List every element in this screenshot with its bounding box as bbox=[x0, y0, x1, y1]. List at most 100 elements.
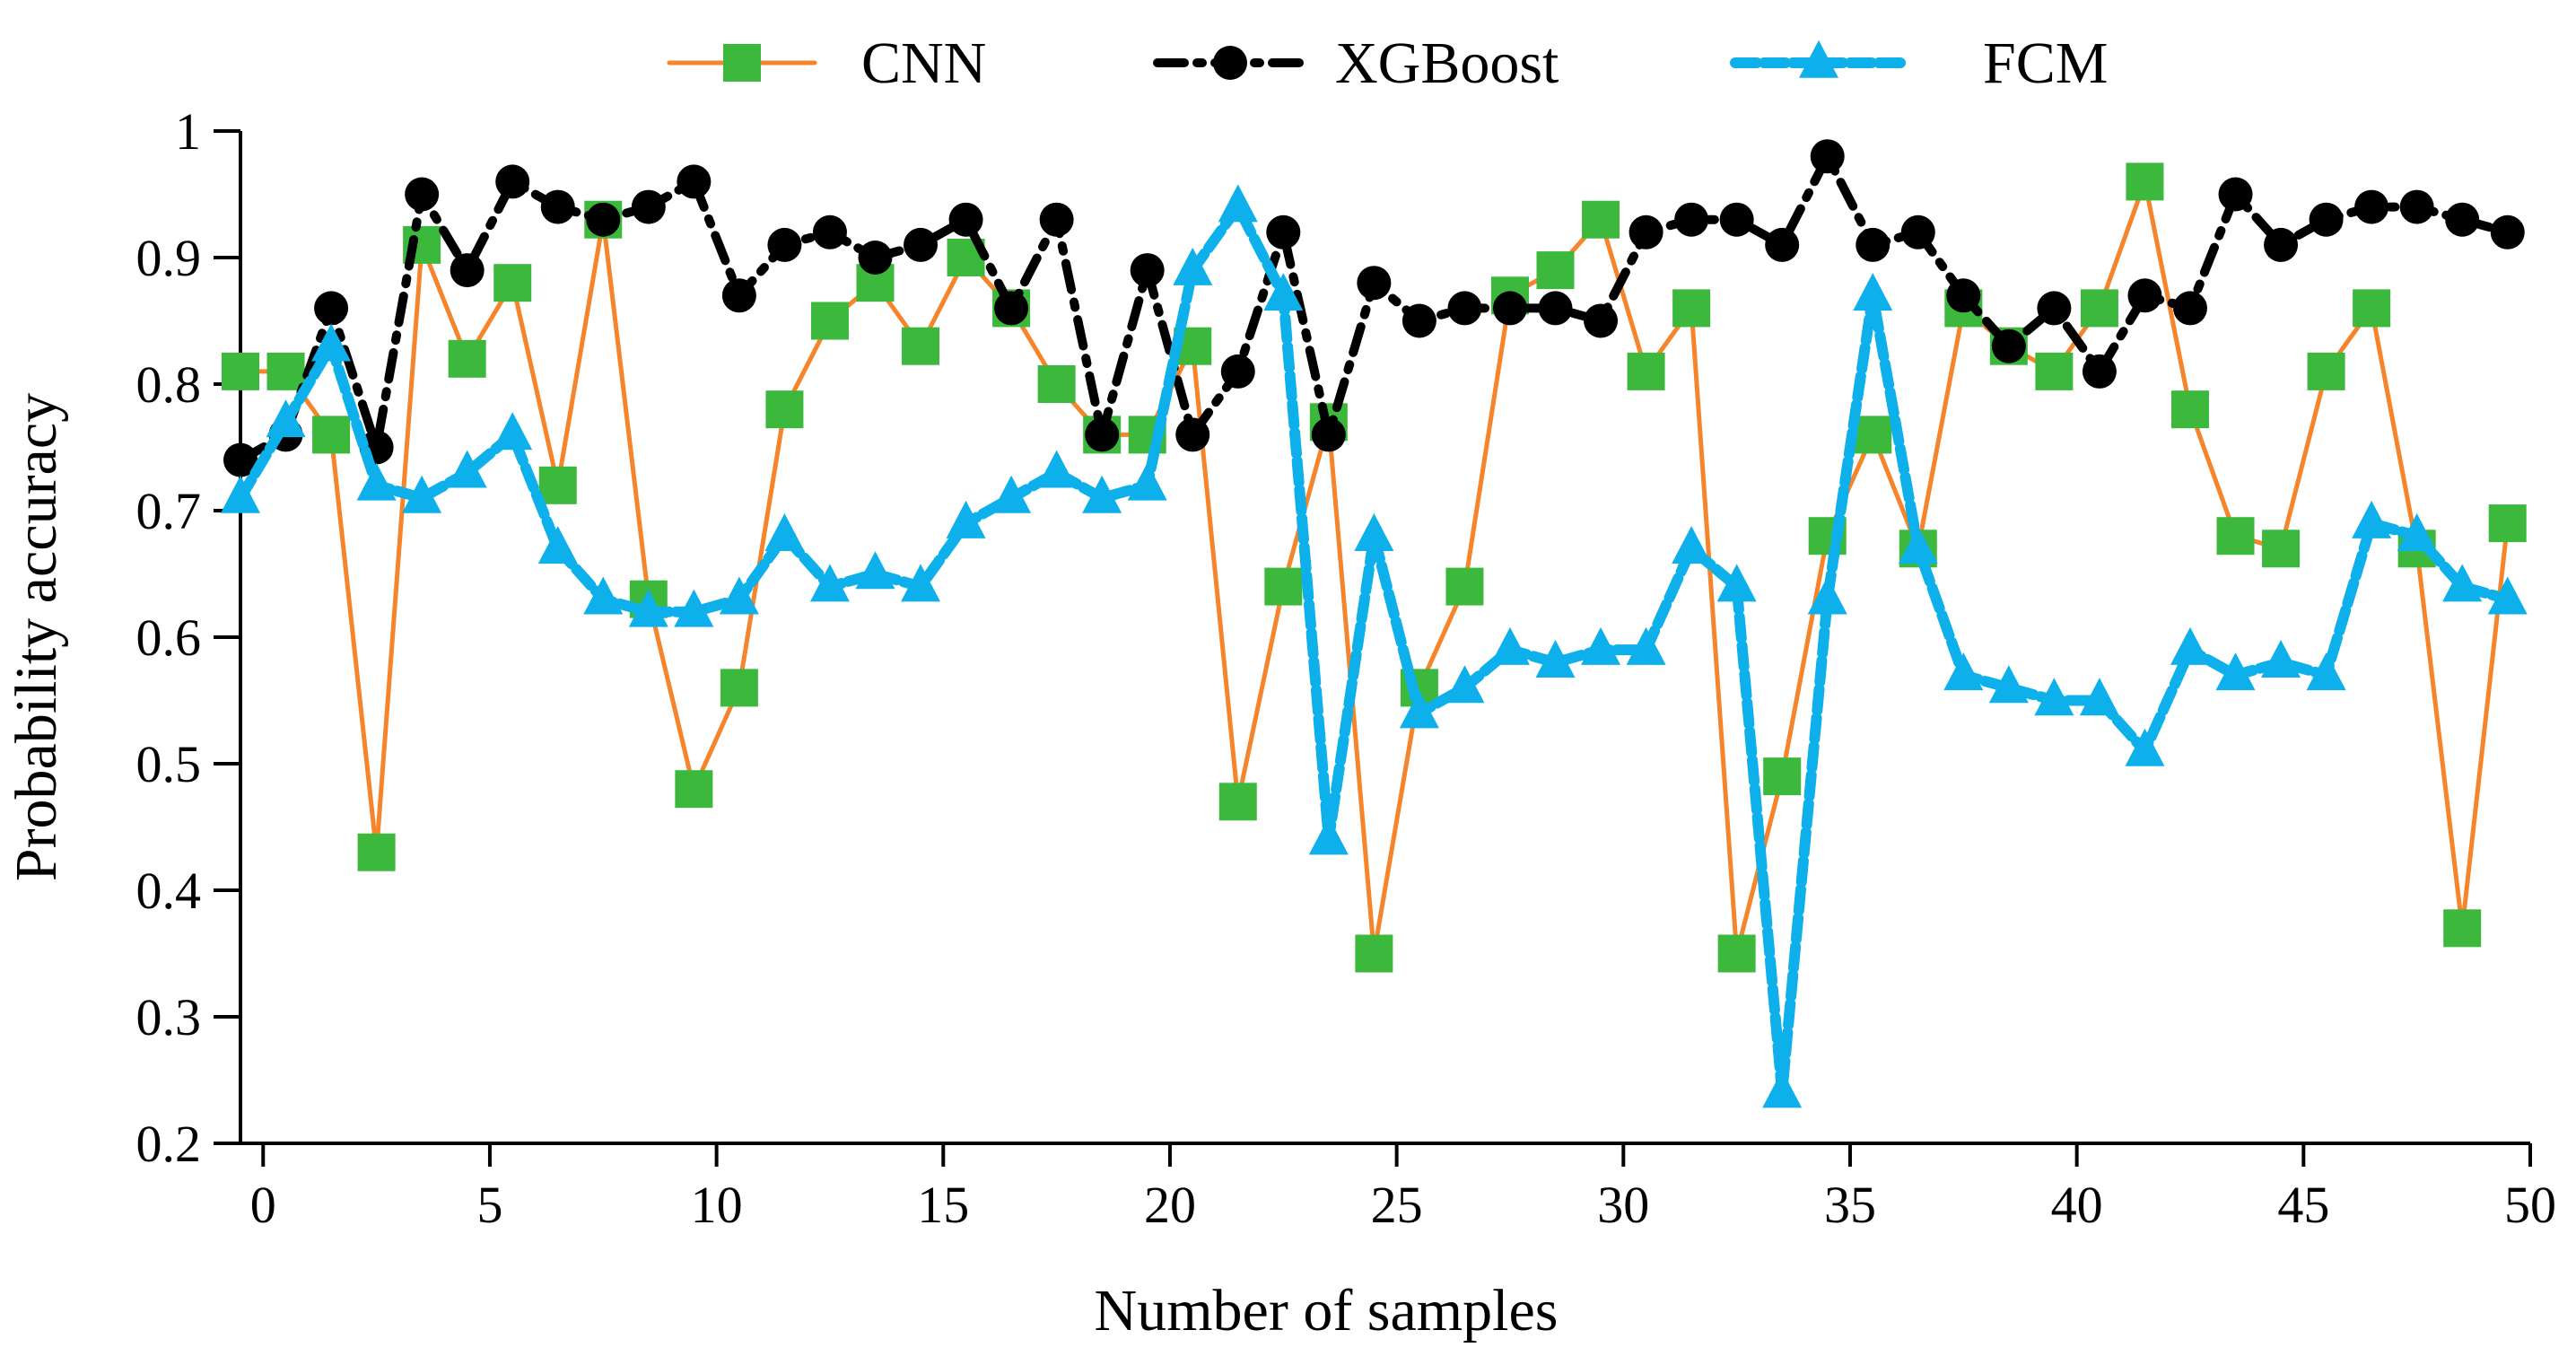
x-tick-label: 15 bbox=[917, 1176, 969, 1234]
data-point-xgboost bbox=[2172, 291, 2207, 326]
y-tick-label: 0.3 bbox=[136, 988, 202, 1046]
data-point-cnn bbox=[222, 352, 259, 390]
data-point-fcm bbox=[674, 589, 714, 627]
y-tick-label: 0.6 bbox=[136, 608, 202, 667]
data-point-xgboost bbox=[1538, 291, 1573, 326]
data-point-xgboost bbox=[1629, 214, 1663, 249]
data-point-fcm bbox=[1988, 665, 2029, 704]
data-point-fcm bbox=[2487, 576, 2528, 615]
data-point-xgboost bbox=[1719, 202, 1754, 237]
data-point-fcm bbox=[2352, 500, 2392, 538]
legend-item-xgboost: XGBoost bbox=[1153, 31, 1559, 96]
data-point-xgboost bbox=[721, 278, 756, 313]
data-point-fcm bbox=[1672, 526, 1712, 564]
legend-marker-cnn bbox=[723, 44, 761, 82]
y-tick-label: 0.4 bbox=[136, 862, 202, 920]
data-point-fcm bbox=[1173, 247, 1213, 285]
data-point-xgboost bbox=[223, 442, 258, 477]
x-tick-label: 50 bbox=[2504, 1176, 2556, 1234]
data-point-fcm bbox=[946, 500, 986, 538]
data-point-fcm bbox=[1716, 564, 1757, 602]
legend-label-fcm: FCM bbox=[1983, 31, 2108, 96]
legend-label-cnn: CNN bbox=[861, 31, 986, 96]
data-point-fcm bbox=[1354, 513, 1394, 551]
data-point-xgboost bbox=[1492, 291, 1527, 326]
data-point-cnn bbox=[1536, 251, 1575, 290]
data-point-xgboost bbox=[858, 241, 893, 275]
data-point-xgboost bbox=[405, 177, 440, 212]
data-point-cnn bbox=[1037, 365, 1076, 403]
data-point-fcm bbox=[809, 564, 850, 602]
data-point-xgboost bbox=[1266, 214, 1301, 249]
y-axis-title: Probability accuracy bbox=[4, 393, 69, 881]
series-line-xgboost bbox=[236, 152, 2512, 465]
data-point-fcm bbox=[1807, 576, 1847, 615]
data-point-fcm bbox=[2442, 564, 2483, 602]
data-point-xgboost bbox=[1674, 202, 1709, 237]
data-point-xgboost bbox=[2127, 278, 2162, 313]
y-tick-label: 0.8 bbox=[136, 355, 202, 414]
data-point-fcm bbox=[628, 589, 668, 627]
data-point-fcm bbox=[1489, 626, 1530, 665]
data-point-cnn bbox=[2262, 529, 2301, 568]
data-point-cnn bbox=[675, 770, 713, 809]
data-point-cnn bbox=[902, 327, 940, 365]
data-point-cnn bbox=[1627, 352, 1665, 390]
data-point-cnn bbox=[538, 466, 577, 504]
data-point-fcm bbox=[2215, 652, 2256, 691]
y-tick-label: 0.2 bbox=[136, 1115, 202, 1173]
data-point-fcm bbox=[764, 513, 805, 551]
data-point-fcm bbox=[1943, 652, 1984, 691]
x-tick-label: 35 bbox=[1824, 1176, 1876, 1234]
data-point-fcm bbox=[1082, 475, 1122, 513]
data-point-fcm bbox=[1898, 526, 1938, 564]
data-point-xgboost bbox=[1856, 227, 1891, 262]
data-point-cnn bbox=[2080, 289, 2118, 328]
data-point-xgboost bbox=[1311, 417, 1346, 452]
data-point-xgboost bbox=[2082, 354, 2117, 389]
data-point-fcm bbox=[855, 551, 895, 590]
data-point-fcm bbox=[2306, 652, 2346, 691]
x-tick-label: 40 bbox=[2051, 1176, 2103, 1234]
data-point-xgboost bbox=[1900, 214, 1935, 249]
data-point-fcm bbox=[719, 576, 759, 615]
data-point-fcm bbox=[221, 475, 260, 513]
data-point-cnn bbox=[1445, 567, 1484, 606]
data-point-cnn bbox=[312, 416, 351, 454]
data-point-fcm bbox=[2261, 640, 2301, 678]
data-point-cnn bbox=[448, 339, 486, 378]
data-point-cnn bbox=[1717, 934, 1756, 973]
data-point-cnn bbox=[266, 352, 305, 390]
data-point-fcm bbox=[1127, 462, 1167, 501]
x-tick-label: 10 bbox=[691, 1176, 743, 1234]
data-point-fcm bbox=[493, 412, 533, 451]
series-cnn bbox=[222, 162, 2527, 973]
x-axis-title: Number of samples bbox=[1095, 1278, 1559, 1343]
data-point-fcm bbox=[1399, 690, 1439, 729]
data-point-fcm bbox=[356, 462, 397, 501]
data-point-fcm bbox=[311, 323, 352, 362]
legend-label-xgboost: XGBoost bbox=[1335, 31, 1559, 96]
data-point-xgboost bbox=[1175, 417, 1210, 452]
data-point-cnn bbox=[2488, 504, 2527, 543]
data-point-xgboost bbox=[1085, 417, 1120, 452]
data-point-cnn bbox=[1672, 289, 1711, 328]
data-point-xgboost bbox=[1991, 328, 2026, 363]
x-tick-label: 20 bbox=[1144, 1176, 1196, 1234]
data-point-fcm bbox=[1445, 665, 1485, 704]
data-point-cnn bbox=[2443, 909, 2482, 948]
data-point-fcm bbox=[1853, 273, 1893, 311]
data-point-xgboost bbox=[495, 164, 530, 199]
data-point-fcm bbox=[2034, 678, 2074, 716]
data-point-fcm bbox=[2079, 678, 2119, 716]
data-point-fcm bbox=[1308, 817, 1349, 855]
y-tick-label: 0.5 bbox=[136, 735, 202, 793]
data-point-cnn bbox=[1218, 783, 1257, 821]
data-point-xgboost bbox=[767, 227, 802, 262]
data-point-fcm bbox=[266, 399, 306, 438]
data-point-xgboost bbox=[1765, 227, 1800, 262]
data-point-xgboost bbox=[812, 214, 847, 249]
data-point-cnn bbox=[720, 669, 758, 707]
